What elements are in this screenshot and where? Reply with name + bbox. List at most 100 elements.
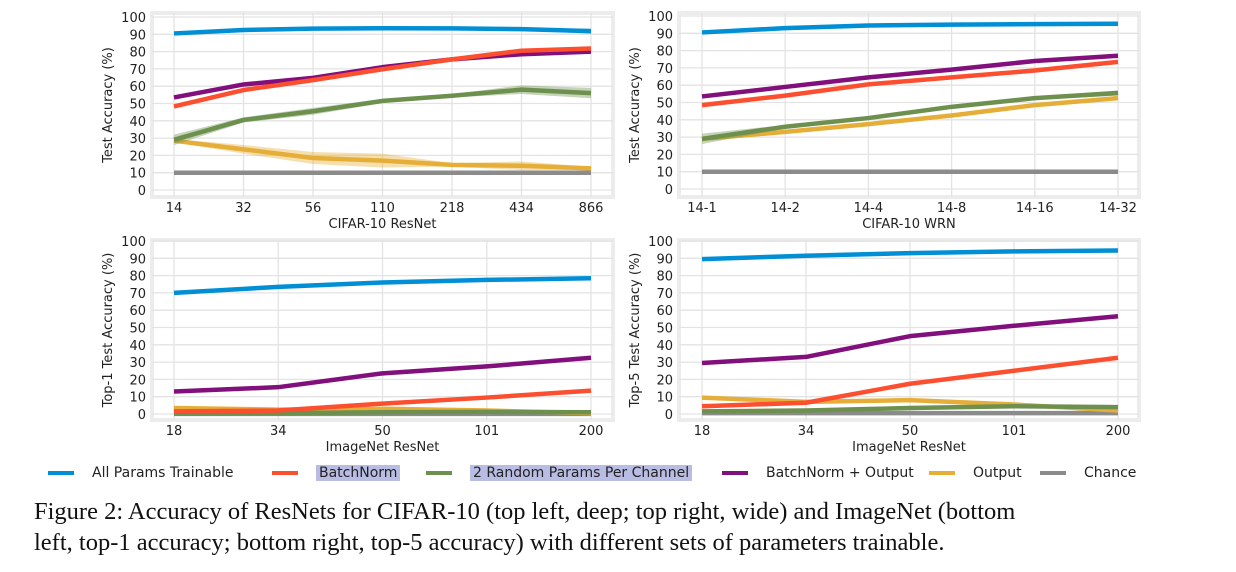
x-tick-label: 101: [474, 424, 499, 439]
y-tick-label: 10: [656, 166, 673, 181]
x-tick-label: 14: [166, 201, 183, 216]
y-tick-label: 50: [129, 98, 146, 113]
x-tick-label: 866: [579, 201, 604, 216]
y-tick-label: 80: [656, 45, 673, 60]
y-tick-label: 60: [129, 80, 146, 95]
y-tick-label: 50: [129, 322, 146, 337]
y-tick-label: 40: [656, 339, 673, 354]
panel-bottom-right: 0 10 20 30 40 50 60 70 80 90 100 18 34 50 101 200 ImageN…: [628, 235, 1141, 455]
y-tick-label: 20: [656, 148, 673, 163]
line-all-params-trainable: [701, 21, 1119, 35]
panel-top-left: 0 10 20 30 40 50 60 70 80 90 100 14 32 56 110 218 434 866…: [101, 11, 615, 232]
x-tick-label: 200: [1106, 424, 1131, 439]
y-tick-label: 50: [656, 322, 673, 337]
panel-bottom-left: 0 10 20 30 40 50 60 70 80 90 100 18 34 50 101 200 ImageN…: [101, 235, 615, 455]
line-batchnorm-output: [701, 53, 1119, 99]
y-tick-label: 0: [138, 408, 146, 423]
x-tick-label: 434: [509, 201, 534, 216]
x-tick-label: 14-8: [937, 201, 967, 216]
y-tick-label: 70: [129, 63, 146, 78]
y-tick-label: 20: [656, 373, 673, 388]
legend-swatch: [426, 471, 452, 475]
x-tick-label: 56: [305, 201, 322, 216]
x-tick-label: 101: [1002, 424, 1027, 439]
y-tick-label: 10: [129, 391, 146, 406]
y-tick-label: 0: [665, 183, 673, 198]
y-tick-label: 90: [656, 252, 673, 267]
legend-swatch: [272, 471, 298, 475]
legend: All Params Trainable BatchNorm 2 Random …: [0, 460, 1236, 486]
x-tick-label: 50: [902, 424, 919, 439]
legend-swatch: [48, 471, 74, 475]
y-tick-label: 90: [656, 27, 673, 42]
y-tick-label: 30: [129, 356, 146, 371]
y-axis-label: Test Accuracy (%): [628, 47, 643, 164]
legend-label: BatchNorm + Output: [766, 465, 914, 481]
x-axis-label: ImageNet ResNet: [852, 440, 966, 455]
y-axis-label: Top-5 Test Accuracy (%): [628, 253, 643, 409]
line-2-random-params-per-channel: [701, 90, 1119, 142]
x-axis-label: CIFAR-10 ResNet: [329, 217, 437, 232]
x-tick-label: 110: [370, 201, 395, 216]
x-tick-label: 34: [270, 424, 287, 439]
legend-item-chance: Chance: [1040, 460, 1136, 486]
x-tick-label: 34: [798, 424, 815, 439]
x-tick-label: 218: [440, 201, 465, 216]
x-tick-label: 14-16: [1016, 201, 1054, 216]
y-tick-label: 80: [656, 270, 673, 285]
band-output: [174, 138, 591, 171]
y-tick-label: 20: [129, 373, 146, 388]
y-tick-label: 100: [121, 11, 146, 26]
y-tick-label: 90: [129, 28, 146, 43]
y-tick-label: 100: [121, 235, 146, 250]
legend-label: All Params Trainable: [92, 465, 234, 481]
y-tick-label: 30: [656, 131, 673, 146]
y-tick-label: 60: [129, 304, 146, 319]
y-tick-label: 70: [656, 287, 673, 302]
legend-item-batchnorm-output: BatchNorm + Output: [722, 460, 914, 486]
legend-swatch: [722, 471, 748, 475]
legend-swatch: [1040, 471, 1066, 475]
x-tick-label: 200: [579, 424, 604, 439]
y-tick-label: 0: [665, 408, 673, 423]
x-tick-label: 32: [235, 201, 252, 216]
legend-label: Chance: [1084, 465, 1137, 481]
y-tick-label: 40: [129, 115, 146, 130]
y-axis-label: Test Accuracy (%): [101, 47, 116, 164]
x-tick-label: 14-2: [770, 201, 800, 216]
plot-frame: [677, 238, 1141, 422]
caption-line-1: Figure 2: Accuracy of ResNets for CIFAR-…: [34, 498, 1016, 525]
y-tick-label: 10: [656, 391, 673, 406]
y-axis-label: Top-1 Test Accuracy (%): [101, 253, 116, 409]
legend-item-random-params: 2 Random Params Per Channel: [426, 460, 693, 486]
legend-item-all-params: All Params Trainable: [48, 460, 233, 486]
line-output: [701, 95, 1119, 142]
x-tick-label: 14-4: [854, 201, 884, 216]
legend-item-batchnorm: BatchNorm: [272, 460, 401, 486]
y-tick-label: 60: [656, 79, 673, 94]
x-tick-label: 14-32: [1099, 201, 1137, 216]
x-tick-label: 14-1: [687, 201, 717, 216]
y-tick-label: 30: [656, 356, 673, 371]
y-tick-label: 20: [129, 149, 146, 164]
panel-top-right: 0 10 20 30 40 50 60 70 80 90 100 14-1 14-2 14-4 14-8 14…: [628, 10, 1141, 232]
legend-label: BatchNorm: [316, 465, 401, 481]
y-tick-label: 80: [129, 46, 146, 61]
y-tick-label: 100: [648, 10, 673, 25]
y-tick-label: 0: [138, 184, 146, 199]
x-tick-label: 18: [694, 424, 711, 439]
y-tick-label: 40: [129, 339, 146, 354]
y-tick-label: 30: [129, 132, 146, 147]
x-tick-label: 50: [374, 424, 391, 439]
y-tick-label: 10: [129, 167, 146, 182]
x-axis-label: CIFAR-10 WRN: [862, 217, 956, 232]
y-tick-label: 100: [648, 235, 673, 250]
legend-swatch: [929, 471, 955, 475]
legend-item-output: Output: [929, 460, 1022, 486]
y-tick-label: 70: [656, 62, 673, 77]
caption-line-2: left, top-1 accuracy; bottom right, top-…: [34, 529, 945, 556]
y-tick-label: 90: [129, 252, 146, 267]
figure-caption: Figure 2: Accuracy of ResNets for CIFAR-…: [34, 496, 1224, 558]
y-tick-label: 40: [656, 114, 673, 129]
